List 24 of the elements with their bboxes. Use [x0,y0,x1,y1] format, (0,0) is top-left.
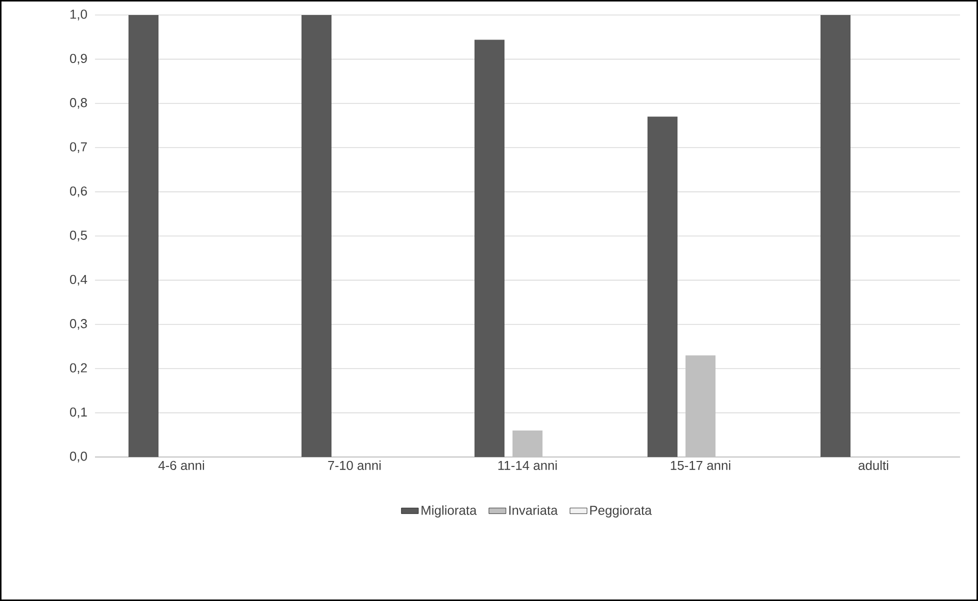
bar [820,14,851,457]
legend-label: Peggiorata [590,505,652,518]
y-tick-label: 0,3 [70,319,87,330]
bar [474,40,505,457]
y-tick-label: 0,9 [70,54,87,65]
y-tick-label: 0,7 [70,142,87,153]
y-tick-label: 1,0 [70,10,87,20]
x-tick-label: adulti [858,460,888,470]
y-tick-label: 0,5 [70,230,87,242]
y-tick-label: 0,2 [70,363,87,374]
y-tick-label: 0,4 [70,274,88,286]
x-tick-label: 15-17 anni [670,460,730,470]
bar [128,14,158,457]
legend-label: Invariata [509,505,558,515]
x-tick-label: 7-10 anni [328,460,381,470]
y-tick-label: 0,0 [70,452,87,462]
y-tick-label: 0,8 [70,98,87,109]
y-tick-label: 0,1 [70,407,87,418]
x-tick-label: 11-14 anni [498,460,557,470]
y-tick-label: 0,6 [70,186,87,198]
legend-label: Migliorata [422,505,477,518]
bar [302,14,332,457]
x-tick-label: 4-6 anni [158,460,204,470]
bar [648,116,678,457]
